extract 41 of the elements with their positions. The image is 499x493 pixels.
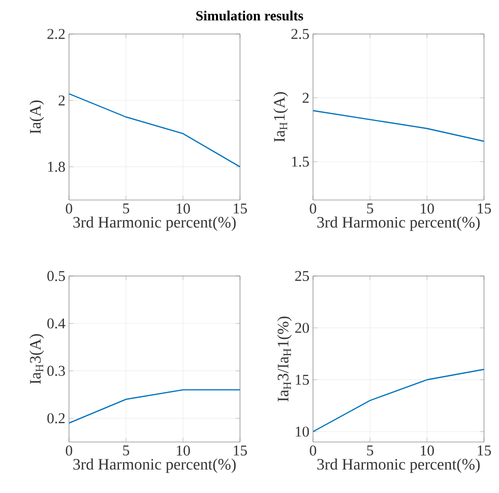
x-tick-label: 15 [478, 446, 491, 456]
y-axis-title: Ia$_{H}$1(A) [274, 92, 288, 142]
x-tick-label: 0 [66, 204, 72, 214]
x-tick-label: 15 [478, 204, 491, 214]
y-tick-label: 0.2 [47, 413, 65, 424]
x-axis-title: 3rd Harmonic percent(%) [317, 216, 480, 231]
x-axis-title: 3rd Harmonic percent(%) [73, 458, 236, 473]
x-axis-title: 3rd Harmonic percent(%) [73, 216, 236, 231]
x-tick-label: 10 [420, 204, 434, 214]
x-tick-label: 15 [234, 204, 247, 214]
x-axis-title: 3rd Harmonic percent(%) [317, 458, 480, 473]
x-tick-label: 0 [66, 446, 72, 456]
y-tick-label: 15 [296, 374, 309, 385]
chart-title: Simulation results [196, 10, 304, 21]
y-tick-label: 2.5 [291, 28, 309, 40]
x-tick-label: 10 [420, 446, 434, 456]
y-tick-label: 20 [295, 322, 309, 333]
x-tick-label: 0 [310, 204, 316, 214]
y-tick-label: 2 [58, 95, 65, 106]
y-tick-label: 0.3 [47, 366, 65, 376]
x-tick-label: 10 [176, 446, 190, 456]
x-tick-label: 5 [367, 446, 374, 456]
y-tick-label: 2 [302, 92, 309, 103]
x-tick-label: 0 [310, 446, 316, 456]
y-tick-label: 1.5 [292, 156, 309, 167]
y-axis-title: Ia$_{H}$3(A) [30, 334, 44, 384]
line-series [313, 368, 484, 432]
y-tick-label: 0.5 [47, 270, 65, 282]
x-tick-label: 10 [176, 204, 190, 214]
y-axis-title: Ia$_{H}$3/Ia$_{H}$1(%) [277, 316, 292, 402]
x-tick-label: 5 [367, 204, 374, 214]
x-tick-label: 15 [234, 446, 247, 456]
y-axis-title: Ia(A) [30, 100, 44, 134]
x-tick-label: 5 [123, 204, 130, 214]
x-tick-label: 5 [123, 446, 130, 456]
y-tick-label: 10 [296, 426, 309, 437]
y-tick-label: 1.8 [48, 162, 65, 172]
line-series [69, 93, 240, 168]
y-tick-label: 25 [295, 270, 309, 282]
y-tick-label: 0.4 [47, 318, 66, 329]
y-tick-label: 2.2 [47, 28, 65, 40]
